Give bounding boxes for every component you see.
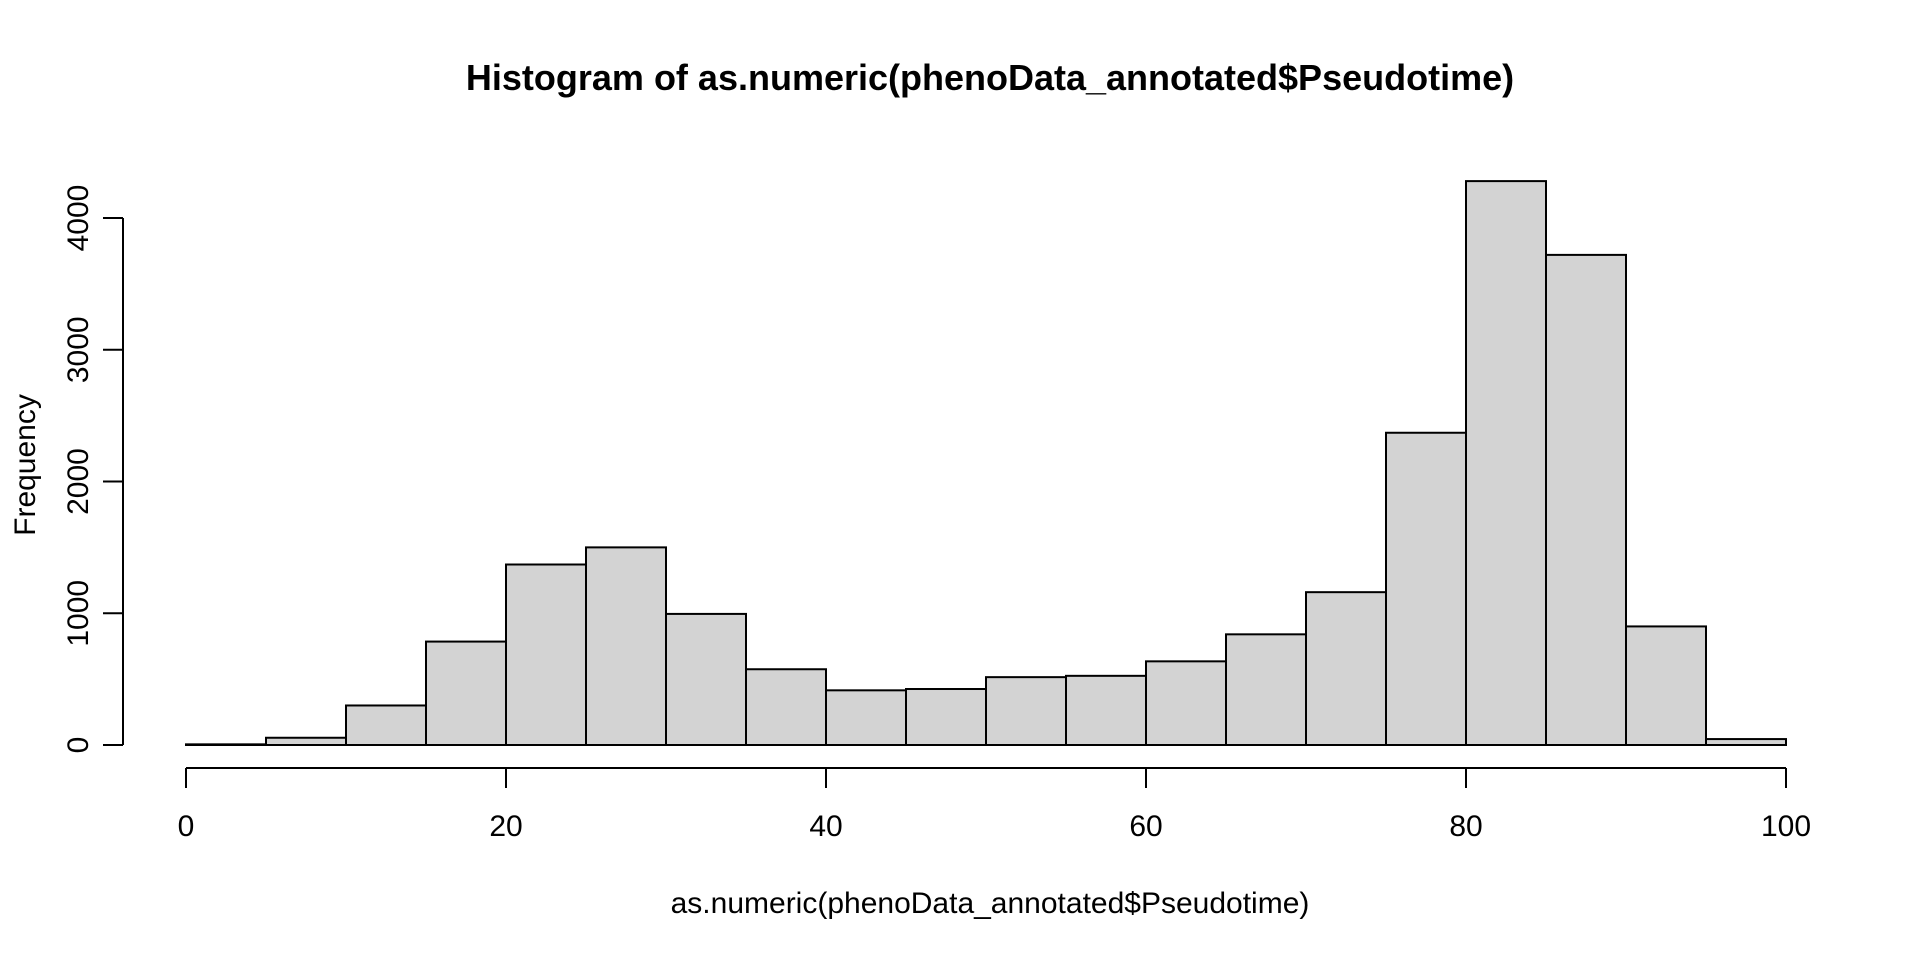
histogram-bar [1545,253,1627,746]
histogram-bar [905,688,987,746]
x-tick-label: 0 [178,810,195,843]
histogram-bar [665,612,747,746]
x-axis: 0 20 40 60 80 100 [178,767,1811,843]
histogram-bar [265,736,347,746]
x-tick-label: 100 [1761,810,1811,843]
histogram-bar [345,704,427,746]
y-axis: 0 1000 2000 3000 4000 [62,185,124,754]
x-tick-label: 80 [1449,810,1482,843]
chart-title: Histogram of as.numeric(phenoData_annota… [466,57,1514,98]
histogram-bar [1065,674,1147,746]
histogram-bar [1465,180,1547,747]
y-tick-label: 3000 [62,316,95,383]
x-axis-label: as.numeric(phenoData_annotated$Pseudotim… [671,887,1310,920]
y-tick-label: 2000 [62,448,95,515]
histogram-bar [505,563,587,746]
histogram-bar [1625,625,1707,746]
histogram-bar [1385,431,1467,746]
y-tick-label: 4000 [62,185,95,252]
x-tick-label: 20 [489,810,522,843]
y-tick-label: 0 [62,737,95,754]
y-tick-label: 1000 [62,580,95,647]
histogram-bar [825,689,907,746]
histogram-bar [1225,633,1307,747]
x-tick-label: 60 [1129,810,1162,843]
histogram-bar [745,668,827,747]
x-tick-label: 40 [809,810,842,843]
histogram-bar [1145,660,1227,746]
histogram-bar [425,640,507,746]
bars-group [185,180,1787,747]
y-axis-label: Frequency [9,394,42,536]
histogram-bar [585,546,667,746]
histogram-bar [1305,591,1387,746]
histogram-bar [185,743,267,746]
histogram-bar [1705,738,1787,746]
histogram-bar [985,676,1067,746]
